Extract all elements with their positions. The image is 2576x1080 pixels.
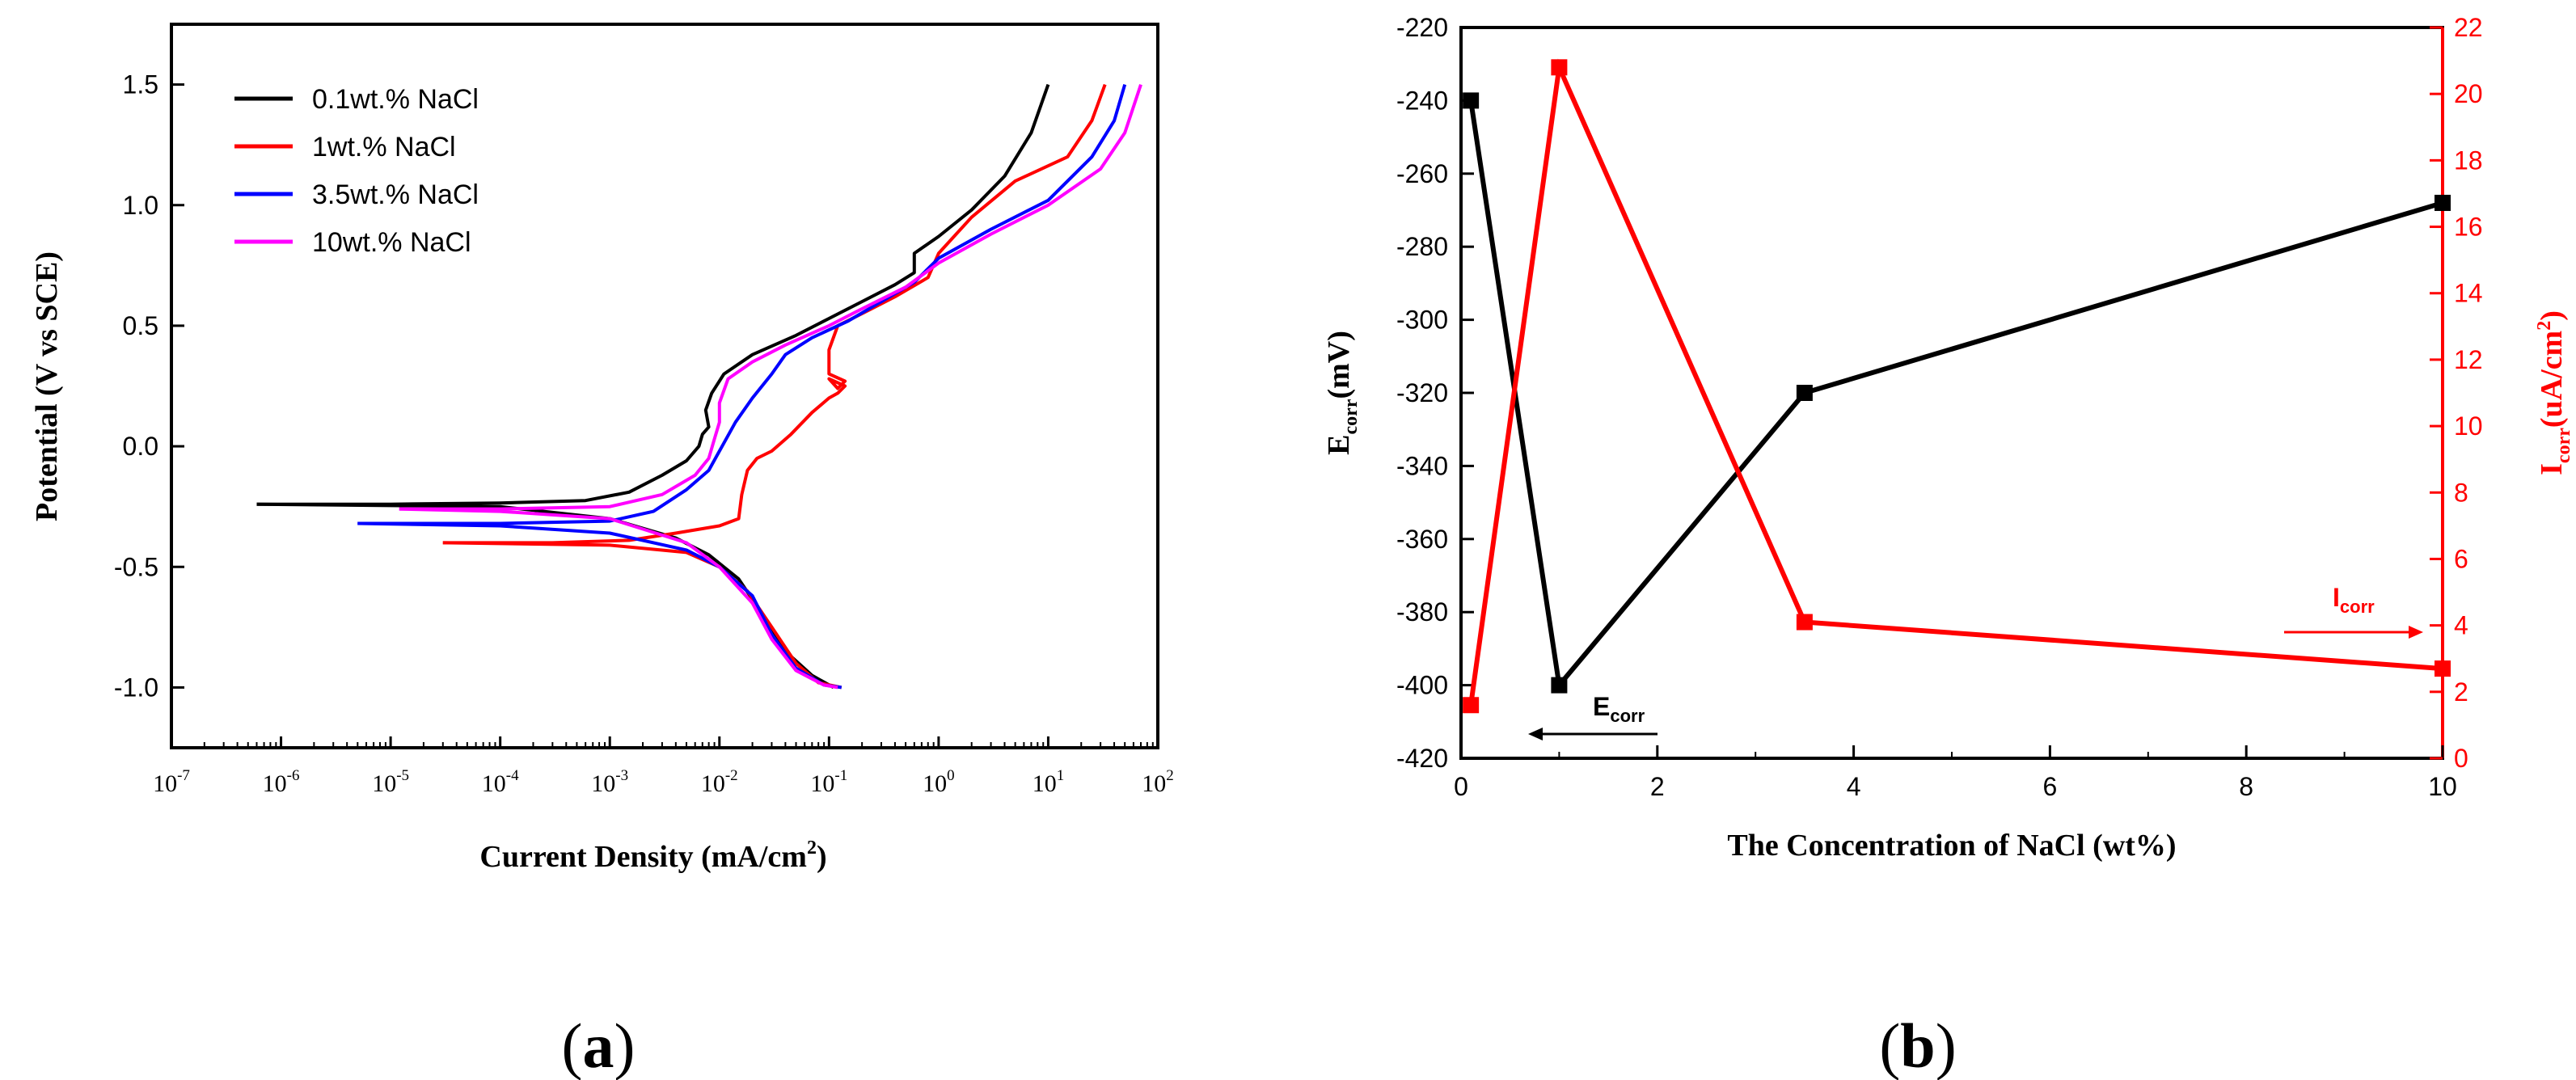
b-left-tick-label-9: -400 [1396,671,1448,700]
svg-text:Ecorr: Ecorr [1593,692,1645,726]
b-right-tick-label-3: 6 [2454,544,2468,573]
panel-a-plot-frame [170,23,1159,749]
a-x-tick-label-7: 100 [923,767,955,797]
b-series-line-Ecorr [1468,99,2443,691]
b-x-tick-label-4: 8 [2239,772,2253,801]
a-x-tick-label-0: 10-7 [153,767,190,797]
a-series-cathodic-2 [357,521,842,690]
b-x-tick-label-5: 10 [2428,772,2457,801]
panel-b-plot-frame [1459,26,2444,760]
b-left-tick-label-0: -220 [1396,13,1448,42]
a-y-tick-label-4: -0.5 [114,552,158,581]
ecorr-arrow-head [1528,728,1543,740]
panel-a-label: (a) [562,1010,636,1080]
panel-a-legend: 0.1wt.% NaCl 1wt.% NaCl 3.5wt.% NaCl 10wt.%… [234,84,479,258]
a-series-cathodic-1 [442,541,842,690]
b-left-tick-label-6: -340 [1396,451,1448,480]
icorr-arrow-head [2409,626,2423,639]
b-x-tick-label-3: 6 [2043,772,2058,801]
a-series-anodic-3 [399,83,1142,511]
b-series-line-Icorr [1468,58,2443,706]
panel-b-label: (b) [1879,1010,1956,1080]
panel-b-right-axis-label: Icorr(uA/cm2) [2534,310,2574,475]
b-right-tick-label-5: 10 [2454,411,2483,441]
a-y-tick-label-0: 1.5 [123,70,158,99]
a-x-tick-label-4: 10-3 [591,767,628,797]
a-legend-label-3: 10wt.% NaCl [312,227,471,258]
a-y-tick-label-2: 0.5 [123,311,158,340]
icorr-annotation: Icorr [2284,583,2423,639]
b-left-tick-label-5: -320 [1396,378,1448,407]
a-x-tick-label-1: 10-6 [263,767,300,797]
b-right-tick-label-7: 14 [2454,279,2483,308]
a-x-tick-label-2: 10-5 [372,767,409,797]
b-right-tick-label-10: 20 [2454,79,2483,108]
a-y-tick-label-3: 0.0 [123,432,158,461]
b-right-tick-label-2: 4 [2454,611,2468,640]
a-legend-label-0: 0.1wt.% NaCl [312,84,479,115]
panel-a-y-ticks: 1.5 1.0 0.5 0.0 -0.5 -1.0 [114,70,184,702]
panel-b-chart: 0 2 4 6 8 10 -220 -240 -260 -280 -300 -320 -340 -360… [1322,13,2574,1080]
a-series-anodic-0 [256,83,1050,506]
ecorr-annotation: Ecorr [1528,692,1658,740]
svg-text:Icorr: Icorr [2333,583,2375,617]
b-left-tick-label-4: -300 [1396,306,1448,335]
b-point-Ecorr-3 [2435,194,2451,211]
b-right-tick-label-11: 22 [2454,13,2483,42]
b-right-tick-label-1: 2 [2454,677,2468,707]
b-x-tick-label-2: 4 [1847,772,1861,801]
b-x-tick-label-1: 2 [1650,772,1665,801]
b-point-Ecorr-1 [1551,677,1568,694]
b-point-Icorr-1 [1551,59,1568,76]
b-left-tick-label-2: -260 [1396,159,1448,188]
a-series-anodic-2 [357,84,1127,525]
a-legend-label-1: 1wt.% NaCl [312,132,456,162]
a-series-cathodic-3 [399,507,838,690]
a-y-tick-label-1: 1.0 [123,191,158,220]
b-left-tick-label-1: -240 [1396,86,1448,115]
b-point-Icorr-3 [2435,660,2451,677]
a-legend-label-2: 3.5wt.% NaCl [312,179,479,210]
b-right-tick-label-8: 16 [2454,213,2483,242]
b-point-Icorr-2 [1796,614,1813,631]
a-series-anodic-1 [442,83,1107,545]
panel-b-right-ticks: 0 2 4 6 8 10 12 14 16 18 20 22 [2430,13,2483,773]
b-point-Icorr-0 [1463,697,1480,714]
b-left-tick-label-8: -380 [1396,597,1448,626]
a-x-tick-label-8: 101 [1033,767,1065,797]
panel-a-x-ticks: 10-7 10-6 10-5 10-4 10-3 10-2 10-1 100 101 102 [153,736,1174,797]
panel-b-left-axis-label: Ecorr(mV) [1322,331,1362,455]
b-right-tick-label-6: 12 [2454,345,2483,374]
panel-b-left-ticks: -220 -240 -260 -280 -300 -320 -340 -360 -380 -400… [1396,13,1474,773]
panel-b-x-axis-label: The Concentration of NaCl (wt%) [1727,829,2176,863]
b-x-tick-label-0: 0 [1454,772,1468,801]
panel-b-series-group [1463,58,2451,714]
a-y-tick-label-5: -1.0 [114,673,158,702]
panel-a-x-axis-label: Current Density (mA/cm2) [479,837,826,874]
b-left-tick-label-10: -420 [1396,744,1448,773]
a-series-cathodic-0 [256,502,834,690]
a-x-tick-label-3: 10-4 [482,767,519,797]
b-right-tick-label-0: 0 [2454,744,2468,773]
panel-b-x-ticks: 0 2 4 6 8 10 [1454,745,2457,801]
a-x-tick-label-9: 102 [1142,767,1174,797]
a-x-tick-label-5: 10-2 [701,767,738,797]
b-point-Ecorr-2 [1796,385,1813,401]
b-right-tick-label-4: 8 [2454,478,2468,507]
b-right-tick-label-9: 18 [2454,146,2483,175]
panel-a-series-group [256,83,1142,690]
b-point-Ecorr-0 [1463,92,1480,109]
panel-a-chart: 10-7 10-6 10-5 10-4 10-3 10-2 10-1 100 101 102 1.… [30,23,1174,1080]
b-left-tick-label-7: -360 [1396,525,1448,554]
panel-a-y-axis-label: Potential (V vs SCE) [30,251,64,521]
a-x-tick-label-6: 10-1 [810,767,847,797]
b-left-tick-label-3: -280 [1396,232,1448,261]
